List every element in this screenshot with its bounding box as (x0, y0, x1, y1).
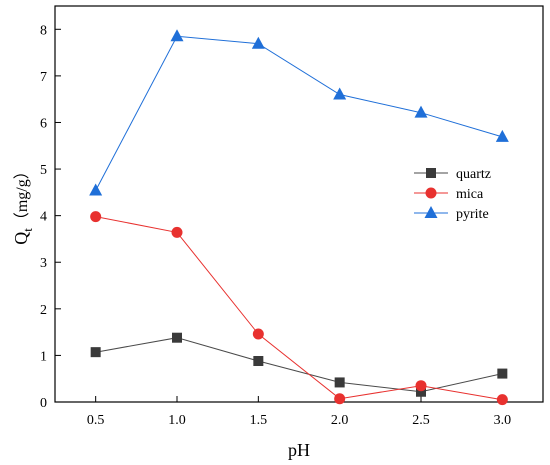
y-tick-label: 2 (40, 303, 47, 318)
y-axis-title-unit: （mg/g） (13, 163, 31, 228)
data-point-quartz (416, 386, 426, 397)
x-tick-label: 1.0 (168, 413, 186, 428)
x-tick-label: 2.5 (412, 413, 430, 428)
data-point-mica (252, 328, 264, 340)
series-line-mica (95, 216, 503, 401)
y-tick-label: 1 (40, 349, 47, 364)
data-point-pyrite (414, 105, 428, 118)
legend-label: quartz (456, 167, 491, 182)
data-point-quartz (253, 356, 264, 367)
series-line-pyrite (95, 35, 503, 191)
data-point-pyrite (251, 36, 265, 49)
legend-marker (425, 187, 437, 199)
x-tick-label: 2.0 (331, 413, 349, 428)
data-point-quartz (90, 347, 101, 358)
data-point-mica (90, 211, 102, 223)
y-axis-title-subscript: t (20, 228, 35, 232)
series-pyrite (89, 29, 509, 196)
y-tick-label: 7 (40, 70, 47, 85)
legend-label: pyrite (456, 207, 489, 222)
legend: quartz mica pyrite (414, 167, 491, 222)
data-point-mica (415, 380, 427, 392)
legend-item-pyrite: pyrite (414, 206, 489, 222)
data-point-pyrite (170, 29, 184, 42)
data-point-mica (496, 394, 508, 406)
data-point-quartz (497, 368, 508, 379)
y-tick-label: 0 (40, 396, 47, 411)
series-layer (89, 29, 509, 406)
y-axis-title: Qt（mg/g） (11, 163, 35, 245)
x-tick-label: 3.0 (494, 413, 512, 428)
legend-item-quartz: quartz (414, 167, 491, 182)
x-tick-label: 1.5 (250, 413, 268, 428)
y-tick-label: 8 (40, 23, 47, 38)
plot-frame (54, 5, 544, 403)
series-mica (90, 211, 508, 406)
x-axis: 0.5 1.0 1.5 2.0 2.5 3.0 (87, 396, 511, 428)
data-point-quartz (172, 332, 182, 343)
legend-label: mica (456, 187, 484, 202)
legend-item-mica: mica (414, 187, 484, 202)
legend-marker (426, 168, 436, 178)
svg-text:Qt（mg/g）: Qt（mg/g） (11, 163, 35, 245)
series-line-quartz (95, 337, 503, 393)
y-tick-label: 3 (40, 256, 47, 271)
x-tick-label: 0.5 (87, 413, 105, 428)
y-tick-label: 4 (40, 210, 47, 225)
x-axis-title: pH (288, 440, 310, 460)
series-quartz (90, 332, 508, 397)
data-point-pyrite (89, 183, 103, 196)
data-point-quartz (334, 377, 345, 388)
y-axis-title-main: Q (11, 232, 31, 245)
legend-marker (424, 206, 438, 218)
data-point-mica (334, 393, 346, 405)
y-tick-label: 5 (40, 163, 47, 178)
data-point-pyrite (333, 87, 347, 100)
data-point-mica (171, 226, 183, 238)
y-tick-label: 6 (40, 116, 47, 131)
data-point-pyrite (495, 129, 509, 142)
y-axis: 0 1 2 3 4 5 6 7 8 (40, 23, 61, 411)
